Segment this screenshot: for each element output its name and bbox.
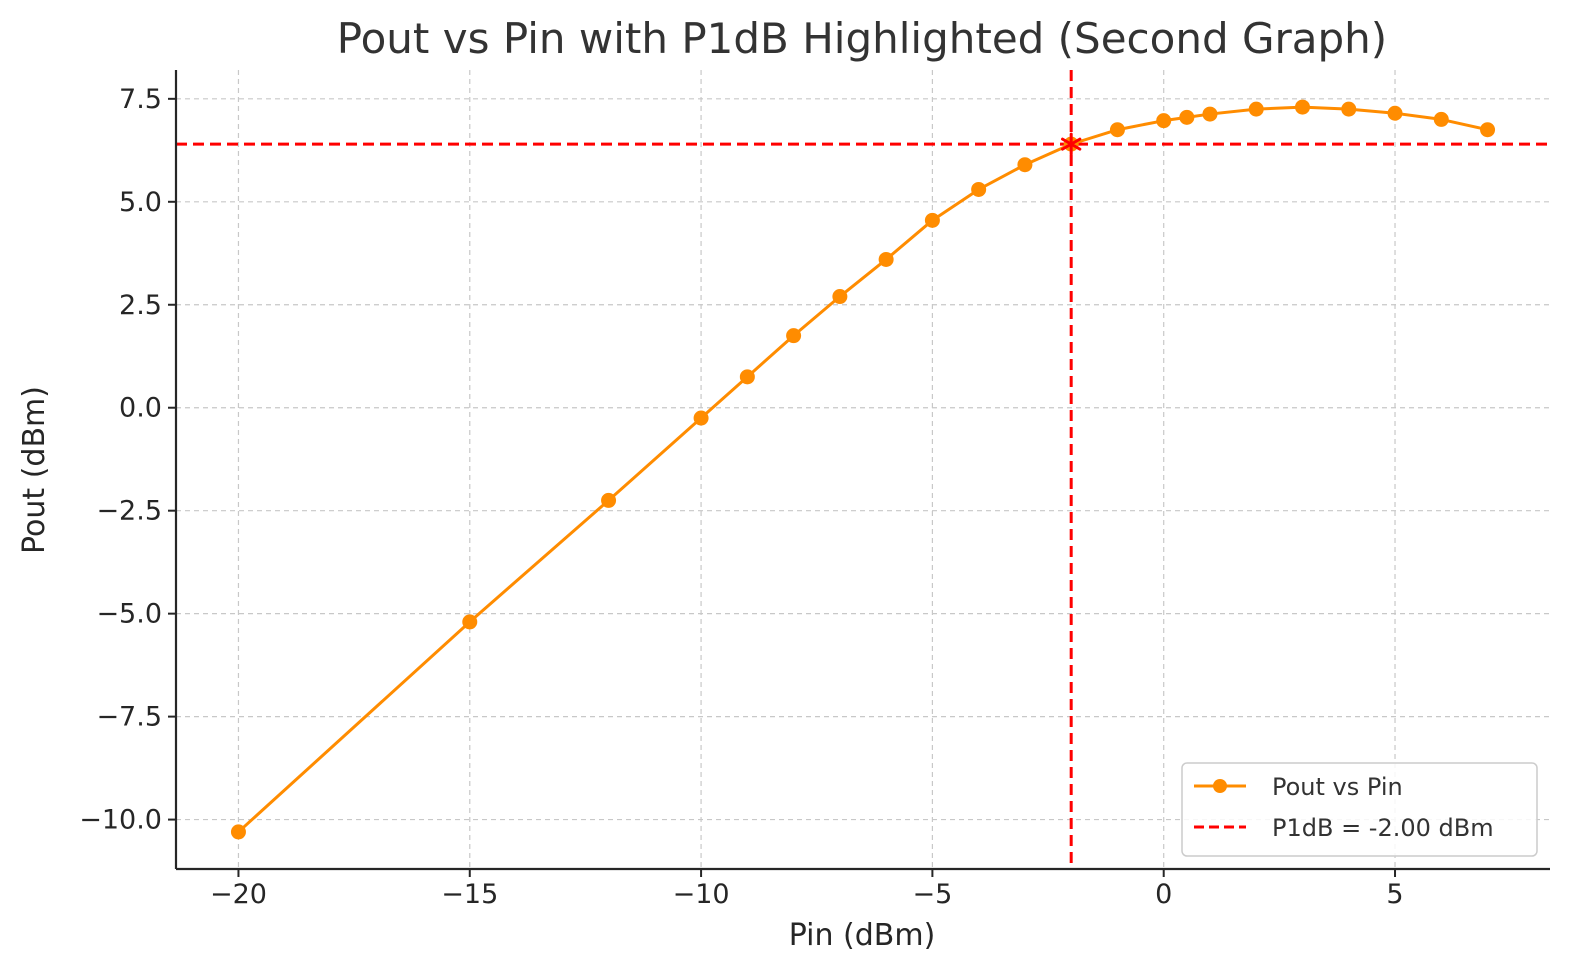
x-tick-label: 5 <box>1386 879 1403 910</box>
data-point <box>601 492 617 508</box>
data-point <box>462 614 478 630</box>
series-line <box>237 105 1488 834</box>
data-point <box>786 328 802 344</box>
legend-series-marker <box>1213 779 1227 793</box>
y-tick-label: 7.5 <box>119 84 162 115</box>
data-point <box>1156 113 1172 129</box>
data-point <box>1202 106 1218 122</box>
data-point <box>1109 122 1125 138</box>
data-point <box>1179 109 1195 125</box>
grid <box>176 70 1550 869</box>
y-tick-label: 2.5 <box>119 290 162 321</box>
legend-box <box>1181 762 1538 857</box>
data-point <box>878 251 894 267</box>
chart-title: Pout vs Pin with P1dB Highlighted (Secon… <box>337 14 1387 63</box>
ticks: −20 −15 −10 −5 0 5 7.5 5.0 2.5 0.0 −2.5 −5.0 −7.5 −10… <box>79 84 1403 910</box>
data-point <box>971 181 987 197</box>
data-point <box>230 824 246 840</box>
data-point <box>832 289 848 305</box>
data-point <box>1248 101 1264 117</box>
data-point <box>1480 122 1496 138</box>
legend: Pout vs Pin P1dB = -2.00 dBm <box>1181 762 1538 857</box>
data-point <box>1433 111 1449 127</box>
axes <box>174 70 1550 871</box>
data-point <box>1387 105 1403 121</box>
x-tick-label: −5 <box>912 879 952 910</box>
series-layer <box>230 99 1496 840</box>
x-tick-label: −20 <box>210 879 267 910</box>
y-tick-label: −2.5 <box>96 496 162 527</box>
y-tick-label: 0.0 <box>119 393 162 424</box>
data-point <box>739 369 755 385</box>
data-point <box>1294 99 1310 115</box>
y-axis-label: Pout (dBm) <box>17 386 52 554</box>
y-tick-label: −5.0 <box>96 599 162 630</box>
y-tick-label: −7.5 <box>96 702 162 733</box>
data-point <box>1017 157 1033 173</box>
y-tick-label: −10.0 <box>79 805 162 836</box>
data-point <box>1341 101 1357 117</box>
p1db-reference-lines <box>176 70 1550 869</box>
y-tick-label: 5.0 <box>119 187 162 218</box>
data-point <box>693 410 709 426</box>
legend-p1db-label: P1dB = -2.00 dBm <box>1272 814 1494 842</box>
data-point <box>924 212 940 228</box>
legend-series-label: Pout vs Pin <box>1272 773 1403 801</box>
x-axis-label: Pin (dBm) <box>789 918 936 953</box>
x-tick-label: 0 <box>1155 879 1172 910</box>
p1db-marker <box>1061 132 1082 156</box>
x-tick-label: −10 <box>673 879 730 910</box>
x-tick-label: −15 <box>441 879 498 910</box>
